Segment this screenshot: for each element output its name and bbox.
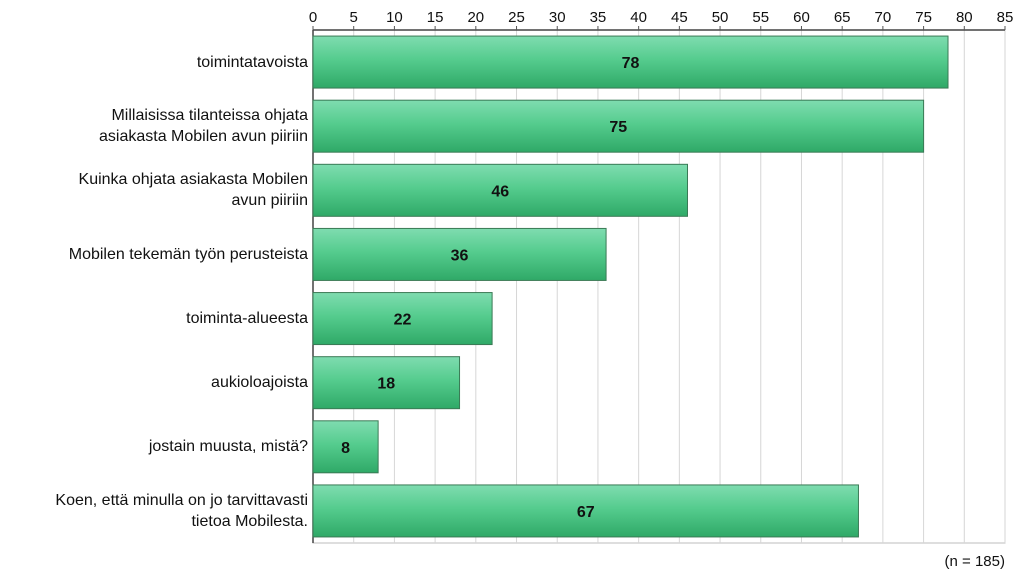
bar (312, 292, 493, 346)
x-tick-label: 55 (752, 9, 769, 26)
category-label: aukioloajoista (211, 374, 308, 392)
x-tick-label: 25 (508, 9, 525, 26)
x-tick-label: 35 (590, 9, 607, 26)
x-tick-label: 50 (712, 9, 729, 26)
value-labels: 78 75 46 36 22 18 8 67 (341, 55, 639, 521)
bars (312, 35, 949, 538)
sample-size-note: (n = 185) (944, 553, 1005, 570)
x-tick-label: 65 (834, 9, 851, 26)
category-label: Koen, että minulla on jo tarvittavasti t… (55, 491, 308, 530)
x-tick-label: 5 (350, 9, 358, 26)
bar-value-label: 22 (394, 312, 412, 329)
bar-value-label: 78 (622, 55, 640, 72)
bar (312, 420, 379, 474)
bar (312, 227, 607, 281)
bar (312, 163, 688, 217)
x-tick-label: 15 (427, 9, 444, 26)
category-label: Kuinka ohjata asiakasta Mobilen avun pii… (78, 171, 308, 210)
x-tick-label: 85 (997, 9, 1014, 26)
x-tick-label: 30 (549, 9, 566, 26)
bar (312, 484, 859, 538)
x-tick-label: 40 (630, 9, 647, 26)
bar-value-label: 36 (451, 247, 469, 264)
category-label: Mobilen tekemän työn perusteista (68, 245, 308, 263)
bar-value-label: 75 (609, 119, 627, 136)
x-tick-label: 20 (467, 9, 484, 26)
x-tick-label: 70 (875, 9, 892, 26)
bar (312, 356, 461, 410)
x-tick-label: 45 (671, 9, 688, 26)
x-tick-label: 75 (915, 9, 932, 26)
x-axis-ticks: 0 5 10 15 20 25 30 35 40 45 50 55 60 65 70 75 80 85 (309, 9, 1014, 30)
category-label: Millaisissa tilanteissa ohjata asiakasta… (99, 107, 308, 146)
x-tick-label: 60 (793, 9, 810, 26)
category-label: toiminta-alueesta (186, 310, 308, 328)
category-label: toimintatavoista (196, 53, 308, 71)
bar-value-label: 67 (577, 504, 595, 521)
category-label: jostain muusta, mistä? (148, 438, 308, 456)
bar-value-label: 46 (491, 183, 509, 200)
bar (312, 99, 925, 153)
bar-value-label: 18 (377, 376, 395, 393)
x-tick-label: 10 (386, 9, 403, 26)
bar (312, 35, 949, 89)
bar-value-label: 8 (341, 440, 350, 457)
x-tick-label: 80 (956, 9, 973, 26)
x-tick-label: 0 (309, 9, 317, 26)
